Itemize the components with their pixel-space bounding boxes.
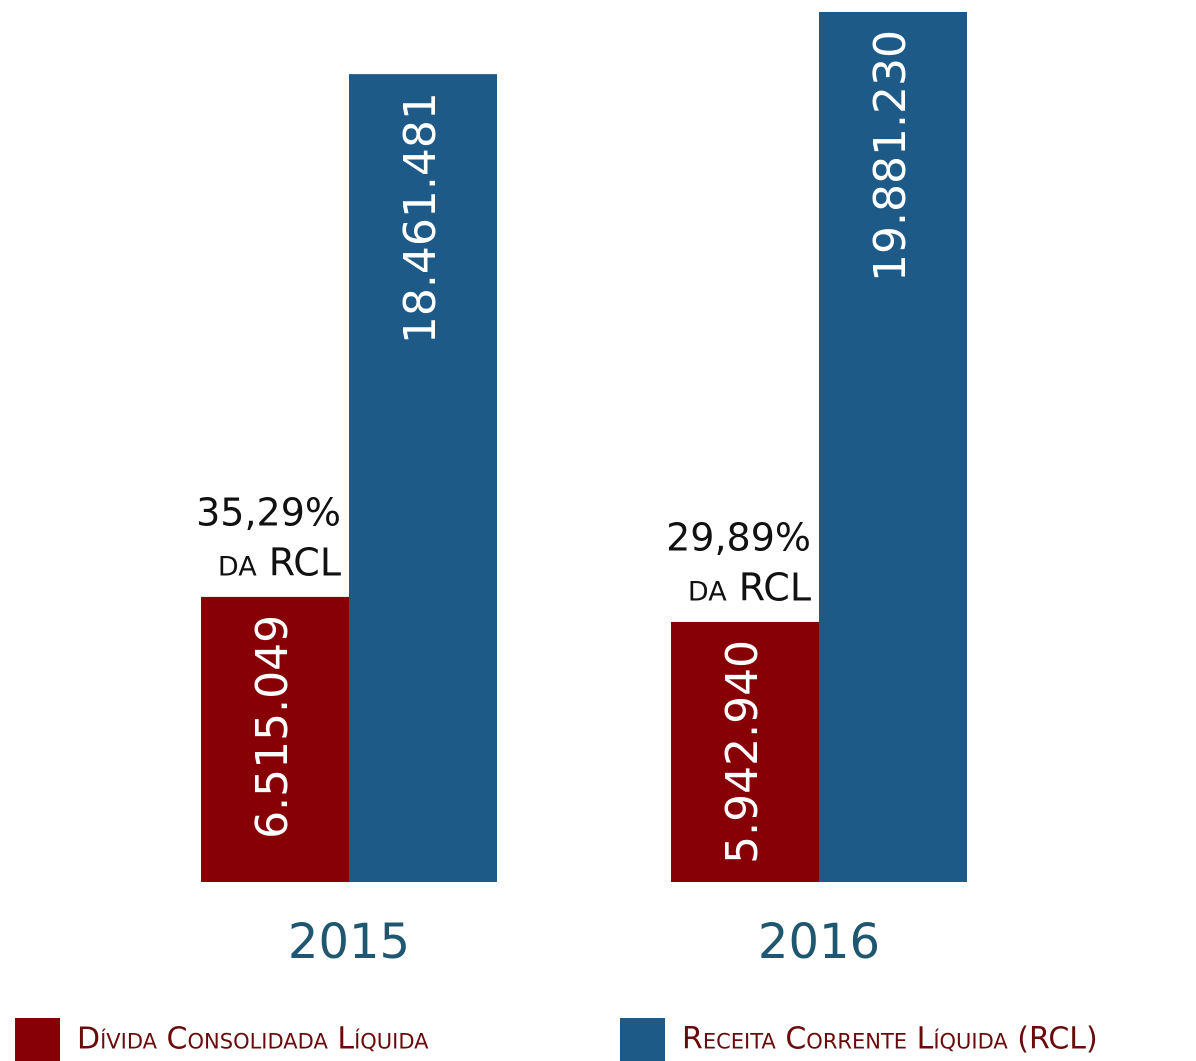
data-label: 18.461.481 (395, 92, 446, 344)
bar (671, 621, 819, 882)
bar (349, 74, 497, 882)
annotation: 35,29% (196, 490, 341, 534)
legend-label: Receita Corrente Líquida (RCL) (682, 1022, 1098, 1057)
annotation: da RCL (218, 540, 341, 584)
data-label: 5.942.940 (717, 640, 768, 864)
annotation: 29,89% (666, 515, 811, 559)
data-label: 19.881.230 (865, 30, 916, 282)
legend-swatch (15, 1018, 60, 1061)
bar (819, 12, 967, 882)
x-tick-label: 2016 (758, 914, 880, 970)
legend-swatch (620, 1018, 665, 1061)
data-label: 6.515.049 (247, 615, 298, 839)
x-tick-label: 2015 (288, 914, 410, 970)
legend-label: Dívida Consolidada Líquida (77, 1022, 429, 1057)
bar (201, 596, 349, 882)
annotation: da RCL (688, 565, 811, 609)
